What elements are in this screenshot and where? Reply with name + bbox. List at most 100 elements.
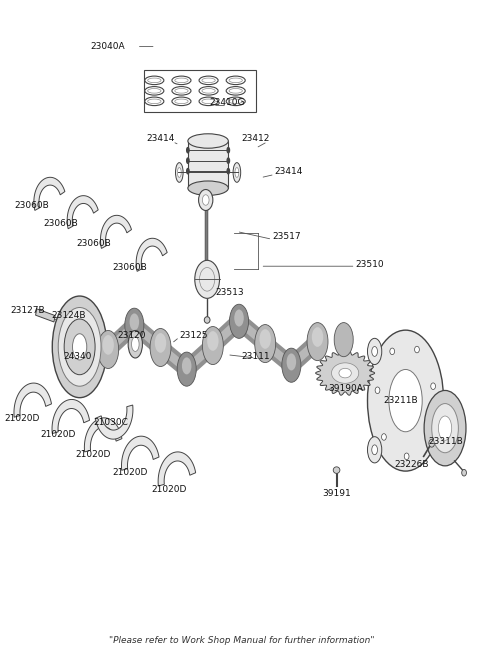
Ellipse shape <box>372 445 377 455</box>
Ellipse shape <box>462 470 467 476</box>
Text: 23410G: 23410G <box>209 98 245 107</box>
Ellipse shape <box>172 87 191 95</box>
Polygon shape <box>52 399 90 434</box>
Ellipse shape <box>172 97 191 106</box>
Polygon shape <box>84 418 122 452</box>
Ellipse shape <box>145 76 164 85</box>
Polygon shape <box>34 177 65 210</box>
Ellipse shape <box>389 369 422 432</box>
Ellipse shape <box>145 97 164 106</box>
Text: 23120: 23120 <box>118 330 146 340</box>
Text: 23111: 23111 <box>241 351 270 361</box>
Ellipse shape <box>182 357 192 374</box>
Ellipse shape <box>128 330 143 358</box>
Ellipse shape <box>187 158 189 164</box>
Text: 23211B: 23211B <box>384 396 418 405</box>
Text: 23127B: 23127B <box>11 306 45 315</box>
Ellipse shape <box>72 334 87 360</box>
Ellipse shape <box>130 313 139 330</box>
Ellipse shape <box>199 87 218 95</box>
Ellipse shape <box>312 327 323 347</box>
Ellipse shape <box>282 348 301 382</box>
Polygon shape <box>67 196 98 229</box>
Ellipse shape <box>287 353 296 371</box>
Ellipse shape <box>226 76 245 85</box>
Text: 23125: 23125 <box>180 330 208 340</box>
Ellipse shape <box>125 308 144 342</box>
Ellipse shape <box>227 158 229 164</box>
Ellipse shape <box>187 169 189 173</box>
Ellipse shape <box>426 430 431 437</box>
Ellipse shape <box>368 338 382 365</box>
Ellipse shape <box>234 309 244 327</box>
Ellipse shape <box>404 453 409 460</box>
Text: 21020D: 21020D <box>40 430 76 440</box>
Ellipse shape <box>227 169 229 173</box>
Ellipse shape <box>199 97 218 106</box>
Text: 23414: 23414 <box>146 134 175 143</box>
Polygon shape <box>14 383 51 417</box>
Text: 23226B: 23226B <box>395 460 429 468</box>
Ellipse shape <box>372 346 377 356</box>
Text: 23517: 23517 <box>272 232 301 241</box>
Ellipse shape <box>339 369 351 378</box>
Ellipse shape <box>260 329 271 349</box>
Ellipse shape <box>307 323 328 361</box>
Text: 21020D: 21020D <box>5 415 40 424</box>
Ellipse shape <box>207 331 218 351</box>
Ellipse shape <box>177 352 196 386</box>
Ellipse shape <box>334 323 353 357</box>
Ellipse shape <box>195 260 219 298</box>
Ellipse shape <box>188 181 228 195</box>
Polygon shape <box>316 351 374 396</box>
Polygon shape <box>100 215 132 248</box>
Text: 24340: 24340 <box>63 351 91 361</box>
Ellipse shape <box>390 348 395 355</box>
Ellipse shape <box>145 87 164 95</box>
Ellipse shape <box>227 148 229 153</box>
Text: 21020D: 21020D <box>112 468 147 477</box>
Text: 23414: 23414 <box>275 167 303 175</box>
Bar <box>144 70 256 112</box>
Text: 23060B: 23060B <box>112 263 147 272</box>
Ellipse shape <box>235 168 239 177</box>
Polygon shape <box>36 309 55 322</box>
Ellipse shape <box>429 440 434 447</box>
Polygon shape <box>136 238 167 271</box>
Ellipse shape <box>200 267 215 291</box>
Text: 23060B: 23060B <box>76 238 111 248</box>
Ellipse shape <box>424 390 466 466</box>
Ellipse shape <box>368 330 444 471</box>
Ellipse shape <box>52 296 107 397</box>
Text: 23311B: 23311B <box>429 437 463 445</box>
Text: 39190A: 39190A <box>329 384 363 394</box>
Ellipse shape <box>375 387 380 394</box>
Ellipse shape <box>132 337 139 351</box>
Ellipse shape <box>382 434 386 440</box>
Ellipse shape <box>415 346 420 353</box>
Ellipse shape <box>102 335 114 355</box>
Ellipse shape <box>229 304 249 338</box>
Ellipse shape <box>178 168 181 177</box>
Bar <box>188 141 228 188</box>
Ellipse shape <box>199 189 213 210</box>
Ellipse shape <box>368 437 382 463</box>
Text: 21020D: 21020D <box>75 450 111 459</box>
Ellipse shape <box>188 134 228 148</box>
Ellipse shape <box>438 416 452 440</box>
Ellipse shape <box>64 319 95 374</box>
Ellipse shape <box>204 317 210 323</box>
Ellipse shape <box>226 87 245 95</box>
Polygon shape <box>96 405 133 439</box>
Text: 23124B: 23124B <box>51 311 85 320</box>
Ellipse shape <box>203 327 223 365</box>
Text: 23060B: 23060B <box>43 219 78 228</box>
Text: 21020D: 21020D <box>151 485 187 493</box>
Ellipse shape <box>98 330 119 369</box>
Text: 23040A: 23040A <box>90 42 125 51</box>
Text: "Please refer to Work Shop Manual for further information": "Please refer to Work Shop Manual for fu… <box>108 635 374 645</box>
Ellipse shape <box>199 76 218 85</box>
Text: 23412: 23412 <box>241 134 270 143</box>
Ellipse shape <box>431 383 435 390</box>
Ellipse shape <box>176 163 183 182</box>
